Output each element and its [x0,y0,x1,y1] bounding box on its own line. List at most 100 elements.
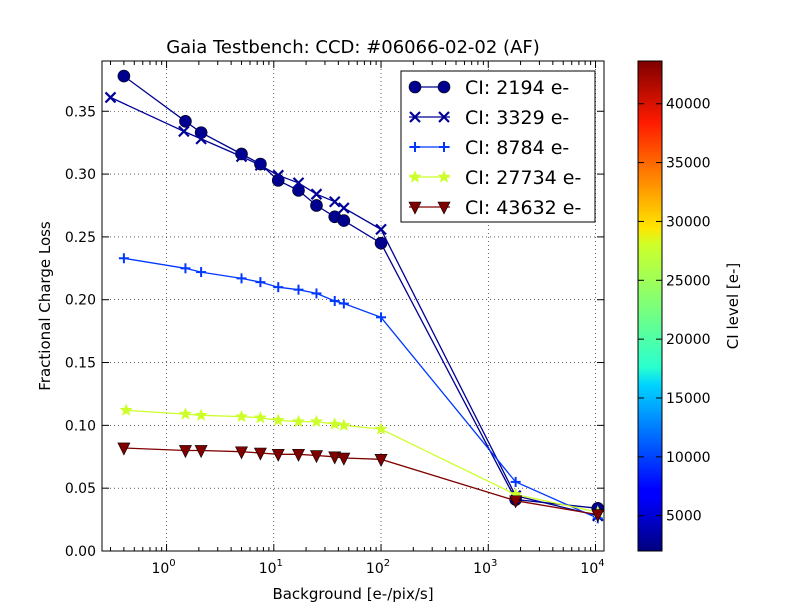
data-point [338,202,350,214]
x-tick-exponent: 3 [491,558,497,569]
colorbar-tick-label: 25000 [666,273,711,289]
colorbar-tick-label: 35000 [666,156,711,172]
legend-item: CI: 3329 e- [409,107,569,129]
data-point [337,418,351,431]
x-tick-base: 10 [580,561,598,577]
legend-marker [439,142,449,152]
chart-title: Gaia Testbench: CCD: #06066-02-02 (AF) [166,37,540,58]
legend-marker [410,142,420,152]
x-tick-base: 10 [259,561,277,577]
x-axis-label: Background [e-/pix/s] [272,585,433,603]
data-point [337,214,351,227]
data-point [510,476,521,487]
y-tick-label: 0.25 [65,230,96,246]
data-point [311,288,322,299]
data-point [374,236,388,250]
data-point [117,442,131,456]
x-tick-label: 100 [151,558,175,577]
x-tick-label: 101 [259,558,283,577]
colorbar [637,60,663,552]
data-point [337,452,351,466]
marker-stroke [438,111,450,123]
legend-marker [408,201,422,215]
marker-stroke [375,223,387,236]
colorbar-tick-label: 10000 [666,450,711,466]
x-tick-label: 104 [580,558,604,577]
data-point [253,410,267,424]
legend-marker [437,80,451,94]
y-tick-label: 0.10 [65,418,96,434]
y-tick-label: 0.05 [65,481,96,497]
legend-item: CI: 2194 e- [408,77,569,99]
marker-stroke [195,133,207,145]
legend-marker [437,170,451,183]
data-point [310,188,323,200]
marker-stroke [409,111,421,123]
legend-label: CI: 2194 e- [465,77,569,99]
data-point [253,447,267,461]
data-point [194,408,208,421]
marker-stroke [254,159,267,172]
data-point [273,282,284,293]
data-point [376,312,387,323]
x-tick-label: 103 [473,558,497,577]
legend-label: CI: 3329 e- [465,107,569,129]
marker-stroke [104,91,117,104]
legend-marker [408,80,422,94]
data-point [195,133,207,145]
x-tick-exponent: 2 [384,558,390,569]
data-point [236,273,247,284]
data-point [235,446,249,460]
data-point [374,422,388,435]
data-point [309,450,323,464]
data-point [328,451,342,465]
data-point [272,169,285,182]
x-tick-exponent: 4 [598,558,604,569]
data-point [194,445,208,459]
colorbar-tick-label: 20000 [666,332,711,348]
marker-stroke [328,195,341,208]
data-point [292,448,305,462]
x-tick-base: 10 [473,561,491,577]
data-point [104,91,117,104]
x-tick-base: 10 [151,561,169,577]
y-axis-label: Fractional Charge Loss [36,221,54,391]
colorbar-tick-label: 30000 [666,214,711,230]
data-point [310,414,323,428]
legend-label: CI: 27734 e- [465,167,581,189]
data-point [178,407,192,420]
data-point [310,199,323,212]
data-point [271,413,285,426]
data-point [509,495,523,509]
data-point [293,284,304,295]
series-4 [117,442,604,523]
marker-stroke [310,188,323,200]
data-point [180,263,191,274]
y-tick-label: 0.00 [65,544,96,560]
data-point [235,150,248,163]
marker-stroke [178,125,190,138]
data-point [254,159,267,172]
data-point [591,509,604,523]
data-point [292,177,305,189]
legend-marker [409,111,421,123]
legend-item: CI: 27734 e- [408,167,581,189]
grid-lines [102,61,604,552]
legend-label: CI: 8784 e- [465,137,569,159]
data-point [338,298,349,309]
series-line [123,257,599,519]
data-point [235,409,248,423]
data-point [119,403,133,416]
marker-stroke [272,169,285,182]
series-2 [118,253,603,524]
legend-label: CI: 43632 e- [465,197,581,219]
marker-stroke [338,202,350,214]
data-point [179,115,192,128]
legend-marker [437,201,451,215]
data-point [328,417,342,430]
data-point [178,445,192,459]
data-point [292,414,305,428]
y-tick-label: 0.35 [65,104,96,120]
